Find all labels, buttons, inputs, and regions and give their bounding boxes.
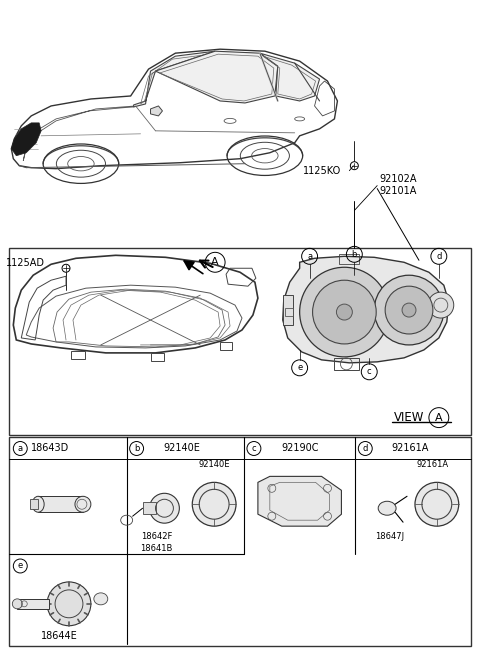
Polygon shape [151, 106, 162, 116]
Text: 1125KO: 1125KO [302, 166, 341, 176]
Text: 18644E: 18644E [41, 630, 77, 641]
Text: 92101A: 92101A [379, 186, 417, 195]
Bar [38, 497, 83, 512]
Bar [17, 599, 49, 609]
Text: 18647J: 18647J [375, 531, 405, 541]
Bar [71, 351, 85, 359]
Circle shape [385, 286, 433, 334]
Text: b: b [352, 250, 357, 259]
Ellipse shape [32, 497, 44, 512]
Text: 18642F: 18642F [141, 531, 172, 541]
Text: A: A [435, 413, 443, 422]
Circle shape [300, 267, 389, 357]
Polygon shape [260, 53, 320, 101]
Bar [220, 342, 232, 350]
Text: a: a [18, 444, 23, 453]
Text: e: e [297, 363, 302, 373]
Ellipse shape [75, 497, 91, 512]
Bar [9, 436, 471, 646]
Text: c: c [367, 367, 372, 377]
Text: d: d [436, 252, 442, 261]
Circle shape [312, 280, 376, 344]
Ellipse shape [415, 482, 459, 526]
Bar [285, 308, 293, 316]
Text: 92140E: 92140E [163, 443, 200, 453]
Text: VIEW: VIEW [394, 411, 424, 424]
Text: 92190C: 92190C [281, 443, 318, 453]
Circle shape [336, 304, 352, 320]
Bar [283, 295, 293, 325]
Text: 1125AD: 1125AD [6, 258, 45, 268]
Text: A: A [211, 257, 219, 267]
Ellipse shape [192, 482, 236, 526]
Polygon shape [258, 476, 341, 526]
Ellipse shape [378, 501, 396, 515]
Polygon shape [156, 51, 278, 103]
Text: a: a [307, 252, 312, 261]
Text: 92161A: 92161A [391, 443, 429, 453]
Bar [30, 499, 38, 509]
Bar [339, 255, 360, 264]
Polygon shape [12, 123, 41, 155]
Bar [151, 353, 165, 361]
Text: c: c [252, 444, 256, 453]
Circle shape [374, 276, 444, 345]
Polygon shape [283, 256, 449, 363]
Text: 18641B: 18641B [140, 544, 173, 552]
Ellipse shape [94, 593, 108, 605]
Circle shape [428, 292, 454, 318]
Bar [143, 502, 156, 514]
Circle shape [47, 582, 91, 626]
Bar [9, 249, 471, 434]
Ellipse shape [12, 599, 22, 609]
Text: 92140E: 92140E [198, 460, 230, 469]
Text: d: d [362, 444, 368, 453]
Text: e: e [18, 562, 23, 571]
Circle shape [402, 303, 416, 317]
Text: 18643D: 18643D [31, 443, 70, 453]
Text: 92161A: 92161A [417, 460, 449, 469]
Text: 92102A: 92102A [379, 174, 417, 184]
Text: b: b [134, 444, 139, 453]
Ellipse shape [150, 493, 180, 523]
Polygon shape [133, 51, 215, 107]
Bar [335, 358, 360, 370]
